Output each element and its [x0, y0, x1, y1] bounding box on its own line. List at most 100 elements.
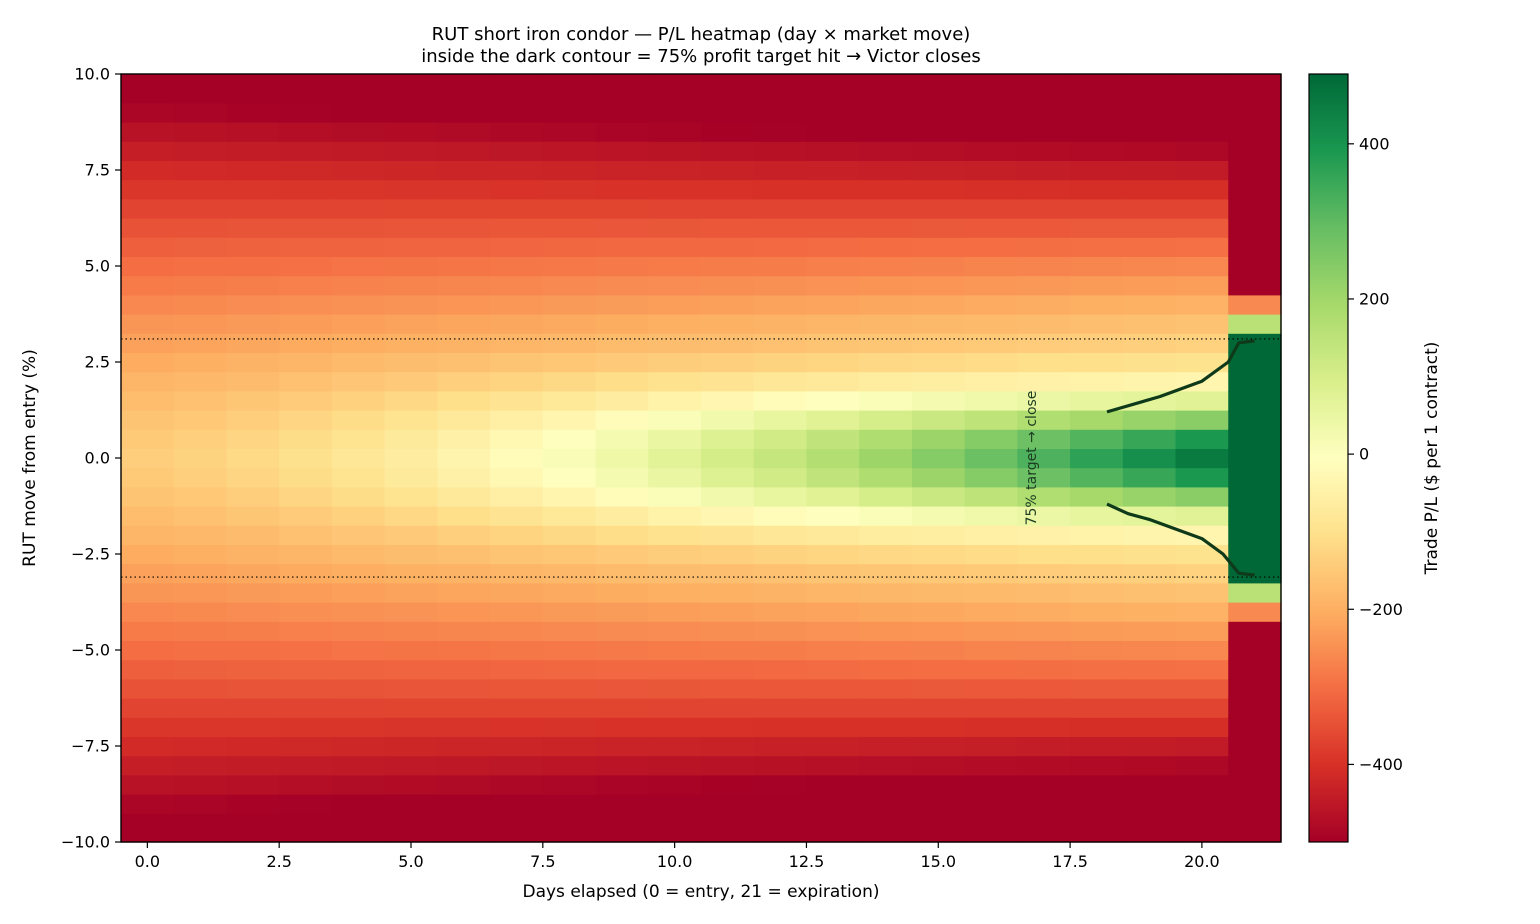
heatmap-cell: [859, 237, 913, 257]
heatmap-cell: [279, 832, 333, 843]
heatmap-cell: [331, 698, 386, 718]
heatmap-cell: [121, 179, 175, 200]
heatmap-cell: [964, 621, 1018, 641]
heatmap-cell: [226, 736, 280, 757]
heatmap-cell: [753, 256, 808, 277]
heatmap-cell: [384, 371, 438, 392]
heatmap-cell: [331, 256, 386, 277]
heatmap-cell: [1175, 198, 1229, 219]
heatmap-cell: [806, 218, 860, 238]
heatmap-cell: [490, 256, 544, 277]
heatmap-cell: [595, 429, 649, 449]
heatmap-cell: [331, 179, 386, 200]
heatmap-cell: [1175, 813, 1229, 833]
heatmap-cell: [911, 352, 966, 373]
heatmap-cell: [331, 74, 386, 85]
y-axis-label: RUT move from entry (%): [20, 349, 40, 567]
heatmap-cell: [911, 582, 966, 603]
heatmap-cell: [226, 390, 280, 411]
heatmap-cell: [1017, 736, 1071, 757]
heatmap-cell: [1070, 429, 1124, 449]
heatmap-cell: [753, 237, 808, 257]
heatmap-cell: [1070, 371, 1124, 392]
heatmap-cell: [806, 736, 860, 757]
heatmap-cell: [490, 352, 544, 373]
heatmap-cell: [753, 102, 808, 123]
heatmap-cell: [1070, 74, 1124, 85]
heatmap-cell: [226, 467, 280, 488]
heatmap-cell: [1228, 698, 1282, 718]
heatmap-cell: [226, 486, 280, 507]
heatmap-cell: [279, 390, 333, 411]
heatmap-cell: [331, 506, 386, 526]
heatmap-cell: [1228, 506, 1282, 526]
heatmap-cell: [1122, 813, 1177, 833]
heatmap-cell: [1070, 352, 1124, 373]
heatmap-cell: [1070, 717, 1124, 737]
heatmap-cell: [437, 755, 491, 776]
heatmap-cell: [437, 160, 491, 181]
heatmap-cell: [1122, 563, 1177, 584]
heatmap-cell: [1228, 717, 1282, 737]
heatmap-cell: [384, 506, 438, 526]
heatmap-cell: [121, 410, 175, 430]
heatmap-cell: [437, 563, 491, 584]
heatmap-cell: [1017, 179, 1071, 200]
heatmap-cell: [226, 659, 280, 680]
heatmap-cell: [648, 813, 702, 833]
heatmap-cell: [806, 429, 860, 449]
heatmap-cell: [490, 275, 544, 296]
heatmap-cell: [1070, 774, 1124, 795]
heatmap-cell: [1070, 333, 1124, 353]
heatmap-cell: [226, 621, 280, 641]
heatmap-cell: [490, 602, 544, 622]
heatmap-cell: [911, 659, 966, 680]
heatmap-cell: [753, 218, 808, 238]
heatmap-cell: [121, 83, 175, 104]
heatmap-cell: [384, 237, 438, 257]
heatmap-cell: [806, 813, 860, 833]
heatmap-cell: [121, 563, 175, 584]
heatmap-cell: [648, 179, 702, 200]
heatmap-cell: [437, 621, 491, 641]
heatmap-cell: [173, 678, 228, 699]
heatmap-cell: [911, 602, 966, 622]
heatmap-cell: [806, 486, 860, 507]
heatmap-cell: [595, 352, 649, 373]
heatmap-cell: [648, 506, 702, 526]
heatmap-cell: [1017, 544, 1071, 565]
heatmap-cell: [964, 486, 1018, 507]
heatmap-cell: [437, 659, 491, 680]
heatmap-cell: [226, 640, 280, 661]
heatmap-cell: [1070, 640, 1124, 661]
heatmap-cell: [279, 544, 333, 565]
heatmap-cell: [542, 467, 597, 488]
heatmap-cell: [1228, 544, 1282, 565]
heatmap-cell: [121, 832, 175, 843]
heatmap-cell: [753, 314, 808, 334]
heatmap-cell: [384, 256, 438, 277]
heatmap-cell: [173, 237, 228, 257]
heatmap-cell: [226, 141, 280, 161]
heatmap-cell: [701, 179, 755, 200]
heatmap-cell: [1017, 294, 1071, 315]
heatmap-cell: [1122, 83, 1177, 104]
heatmap-cell: [331, 640, 386, 661]
heatmap-cell: [964, 179, 1018, 200]
heatmap-cell: [1175, 352, 1229, 373]
heatmap-cell: [490, 218, 544, 238]
heatmap-cell: [542, 102, 597, 123]
heatmap-cell: [859, 736, 913, 757]
heatmap-cell: [806, 275, 860, 296]
heatmap-cell: [1228, 74, 1282, 85]
colorbar-label: Trade P/L ($ per 1 contract): [1422, 342, 1442, 576]
heatmap-cell: [964, 717, 1018, 737]
heatmap-cell: [490, 525, 544, 545]
heatmap-cell: [753, 813, 808, 833]
heatmap-cell: [964, 506, 1018, 526]
heatmap-cell: [437, 218, 491, 238]
heatmap-cell: [173, 256, 228, 277]
heatmap-cell: [1228, 582, 1282, 603]
heatmap-cell: [279, 621, 333, 641]
heatmap-cell: [121, 717, 175, 737]
